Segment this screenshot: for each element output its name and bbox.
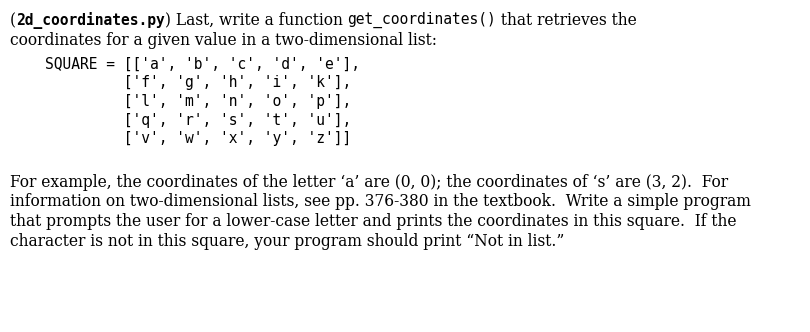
Text: that prompts the user for a lower-case letter and prints the coordinates in this: that prompts the user for a lower-case l…	[10, 213, 736, 230]
Text: 2d_coordinates.py: 2d_coordinates.py	[16, 12, 164, 29]
Text: get_coordinates(): get_coordinates()	[347, 12, 497, 28]
Text: character is not in this square, your program should print “Not in list.”: character is not in this square, your pr…	[10, 232, 565, 250]
Text: For example, the coordinates of the letter ‘a’ are (0, 0); the coordinates of ‘s: For example, the coordinates of the lett…	[10, 174, 728, 191]
Text: ['f', 'g', 'h', 'i', 'k'],: ['f', 'g', 'h', 'i', 'k'],	[10, 75, 352, 91]
Text: that retrieves the: that retrieves the	[497, 12, 637, 29]
Text: SQUARE = [['a', 'b', 'c', 'd', 'e'],: SQUARE = [['a', 'b', 'c', 'd', 'e'],	[10, 57, 360, 72]
Text: information on two-dimensional lists, see pp. 376-380 in the textbook.  Write a : information on two-dimensional lists, se…	[10, 194, 751, 210]
Text: ['l', 'm', 'n', 'o', 'p'],: ['l', 'm', 'n', 'o', 'p'],	[10, 94, 352, 109]
Text: Last, write a function: Last, write a function	[171, 12, 347, 29]
Text: ['q', 'r', 's', 't', 'u'],: ['q', 'r', 's', 't', 'u'],	[10, 113, 352, 127]
Text: ['v', 'w', 'x', 'y', 'z']]: ['v', 'w', 'x', 'y', 'z']]	[10, 131, 352, 146]
Text: ): )	[164, 12, 171, 29]
Text: (: (	[10, 12, 16, 29]
Text: coordinates for a given value in a two-dimensional list:: coordinates for a given value in a two-d…	[10, 32, 437, 49]
